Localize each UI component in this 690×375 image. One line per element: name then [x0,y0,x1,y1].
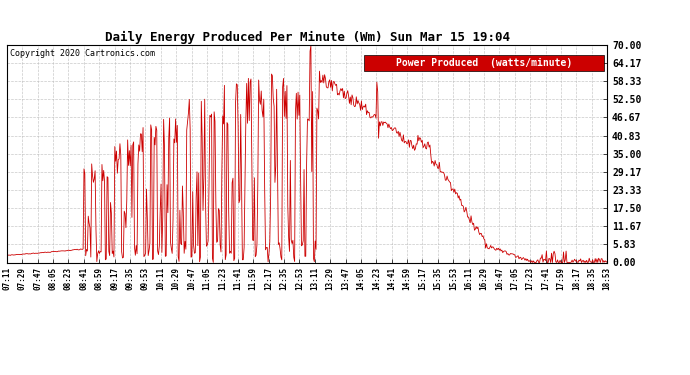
FancyBboxPatch shape [364,55,604,71]
Text: Copyright 2020 Cartronics.com: Copyright 2020 Cartronics.com [10,50,155,58]
Text: Power Produced  (watts/minute): Power Produced (watts/minute) [396,58,572,68]
Title: Daily Energy Produced Per Minute (Wm) Sun Mar 15 19:04: Daily Energy Produced Per Minute (Wm) Su… [105,31,509,44]
